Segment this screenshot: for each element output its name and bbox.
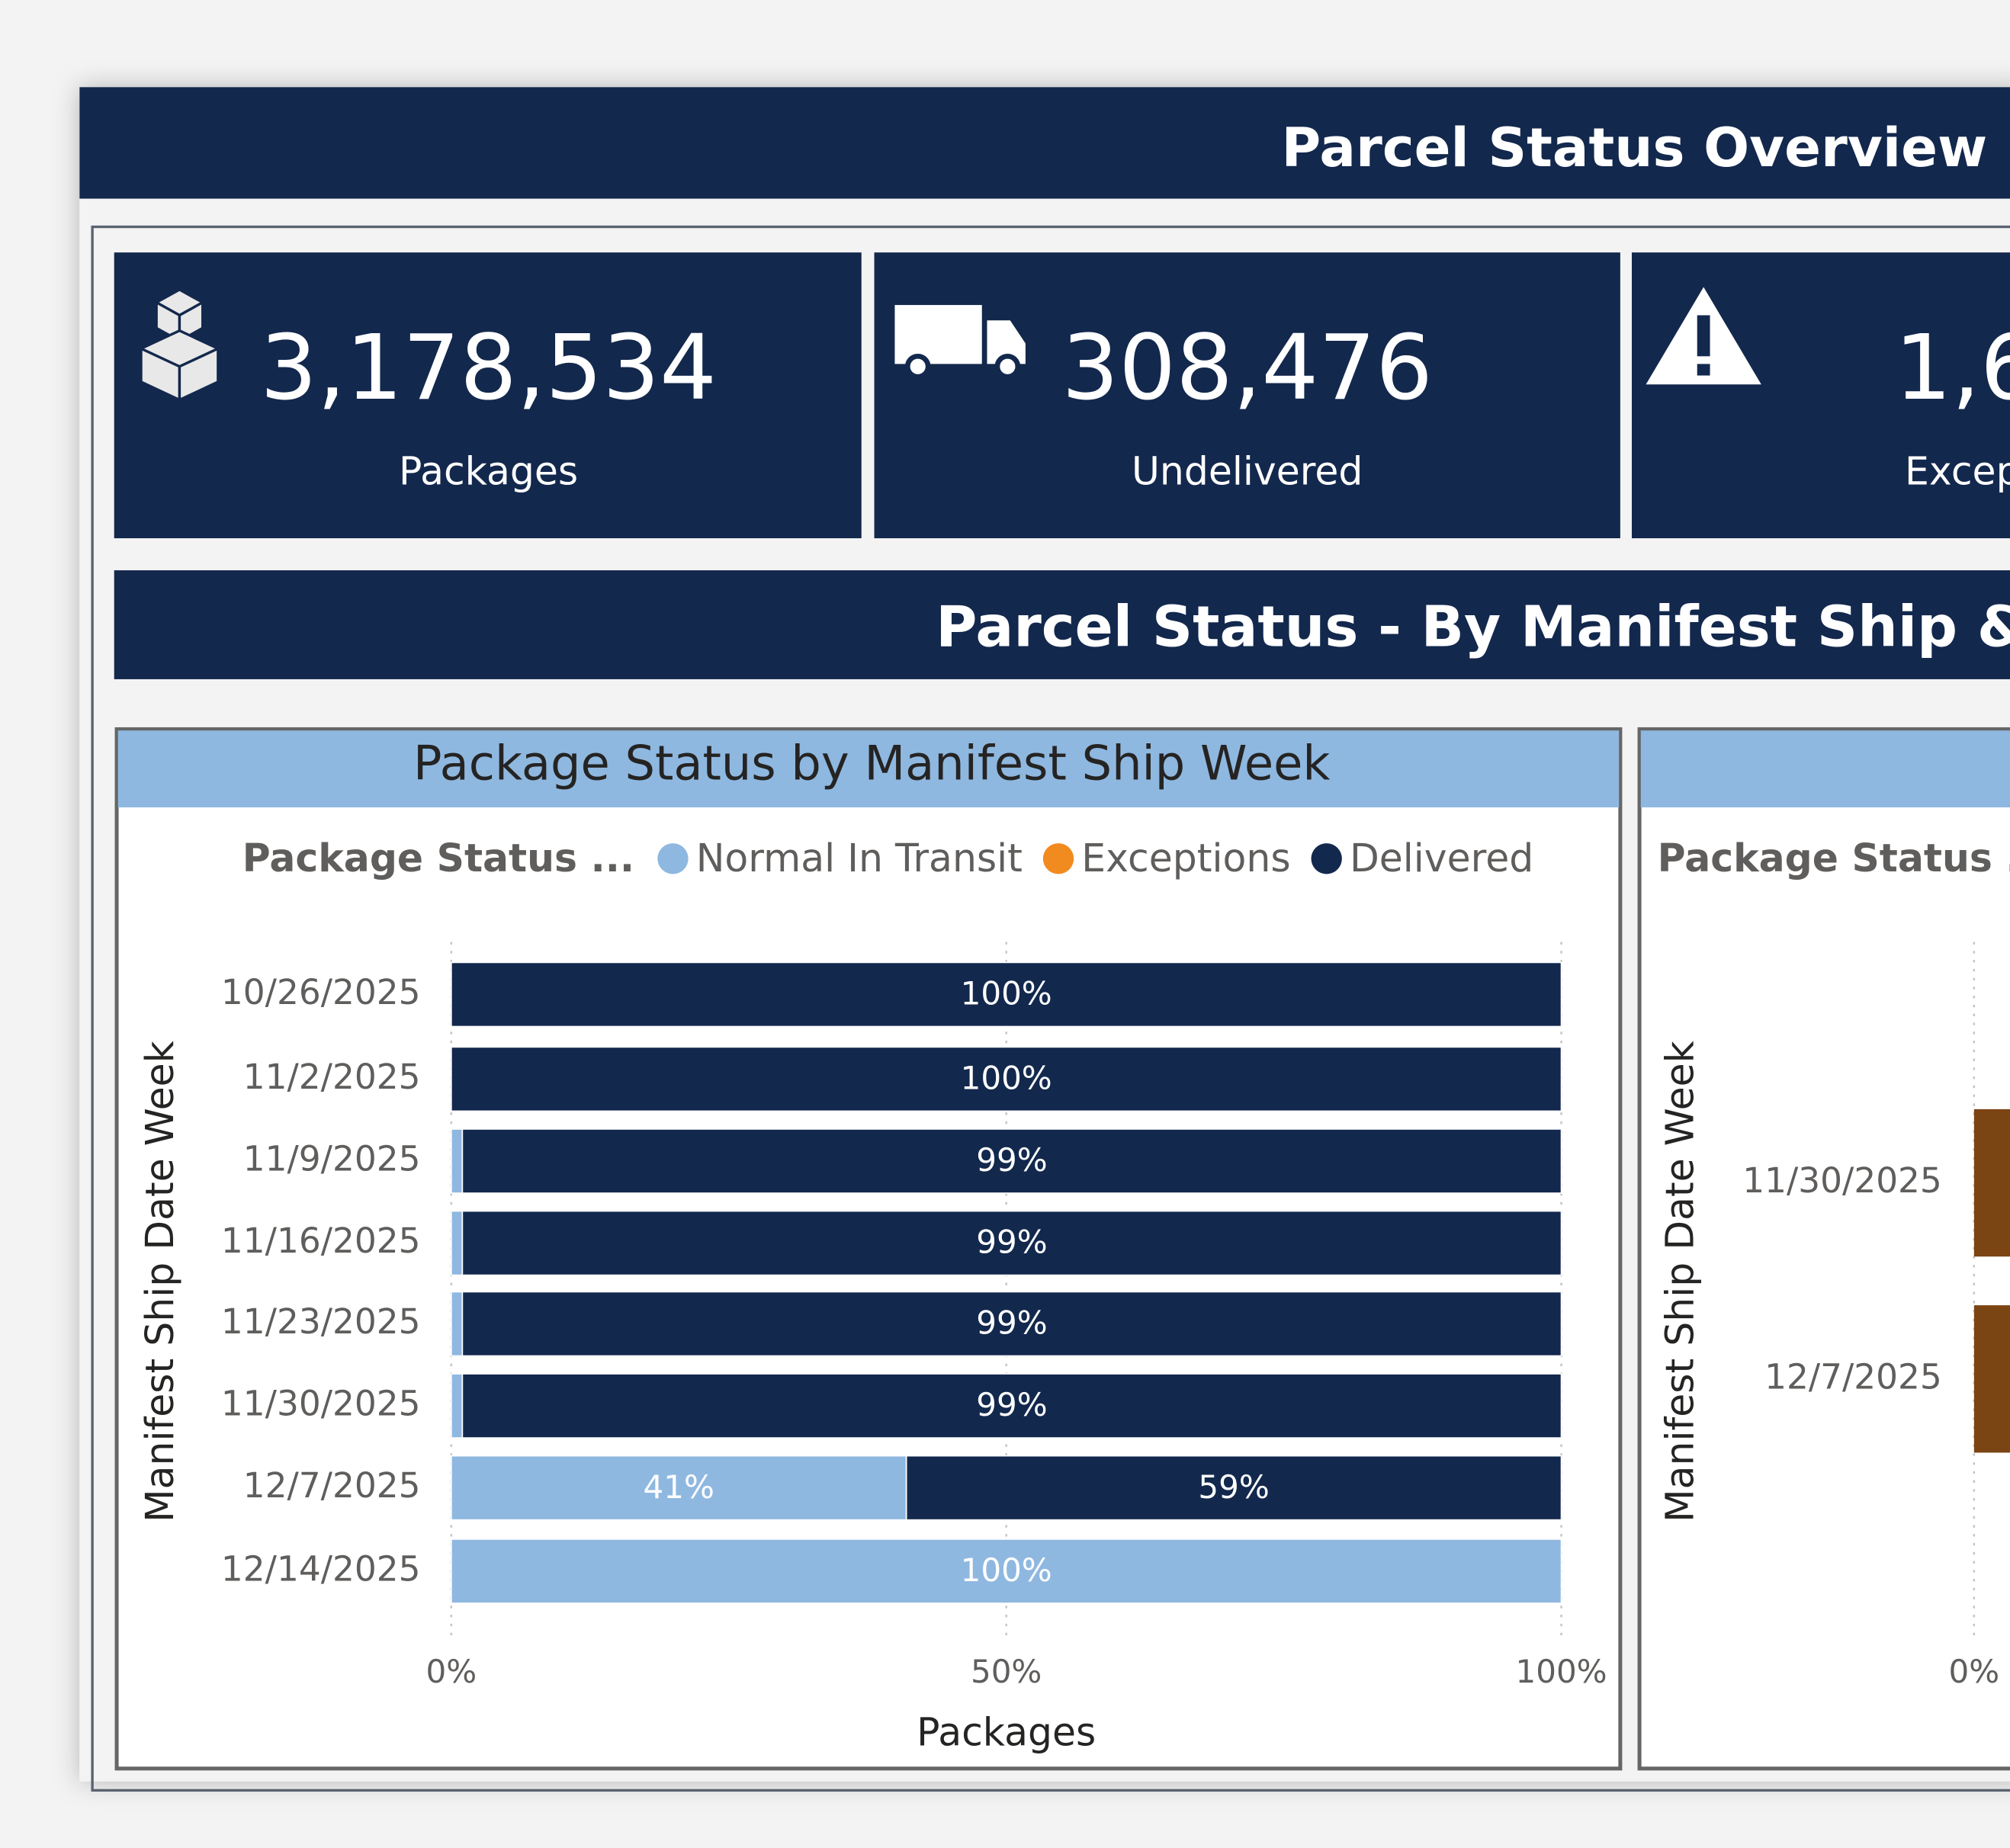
y-tick-label: 11/30/2025 — [1742, 1160, 1942, 1201]
warning-icon — [1646, 287, 1761, 385]
legend-marker — [657, 843, 689, 874]
frame — [91, 225, 2010, 1792]
y-tick-label: 10/26/2025 — [221, 972, 421, 1012]
chart-title-bar — [1640, 730, 2010, 808]
truck-icon — [894, 305, 1026, 380]
x-tick-label: 50% — [971, 1653, 1042, 1690]
x-tick-label: 100% — [1515, 1653, 1607, 1690]
section-bar — [114, 570, 2010, 679]
legend-title: Package Status ... — [242, 836, 634, 881]
box-icon — [138, 287, 221, 403]
bar-segment — [461, 1373, 1562, 1439]
bar-segment — [905, 1455, 1562, 1521]
bar-segment — [461, 1291, 1562, 1357]
legend-label: Delivered — [1350, 836, 1533, 881]
bar-segment — [450, 1373, 464, 1439]
bar-segment — [450, 961, 1562, 1028]
y-axis-label: Manifest Ship Date Week — [1658, 1040, 1703, 1522]
legend-marker — [1042, 843, 1074, 874]
bar-segment — [450, 1291, 464, 1357]
bar-segment — [461, 1210, 1562, 1276]
x-tick-label: 0% — [425, 1653, 477, 1690]
chart-title: Package Status by Manifest Ship Week — [413, 735, 1330, 791]
y-tick-label: 11/23/2025 — [221, 1301, 421, 1342]
section-title: Parcel Status - By Manifest Ship & Cor — [936, 595, 2010, 660]
kpi-label: Excep — [1905, 448, 2010, 493]
legend-label: Exceptions — [1081, 836, 1290, 881]
x-tick-label: 0% — [1949, 1653, 2000, 1690]
kpi-value: 3,178,534 — [260, 316, 717, 420]
data-label: 41% — [644, 1468, 714, 1506]
y-tick-label: 12/7/2025 — [243, 1465, 421, 1506]
header-bar — [79, 87, 2010, 199]
data-label: 100% — [961, 1060, 1052, 1097]
y-tick-label: 11/30/2025 — [221, 1384, 421, 1424]
y-tick-label: 12/14/2025 — [221, 1548, 421, 1589]
data-label: 100% — [961, 1551, 1052, 1589]
y-tick-label: 11/9/2025 — [243, 1138, 421, 1179]
data-label: 99% — [976, 1304, 1047, 1342]
data-label: 100% — [961, 975, 1052, 1012]
bar-segment — [450, 1210, 464, 1276]
data-label: 59% — [1198, 1468, 1269, 1506]
chart-panel — [1637, 727, 2010, 1771]
chart-title-bar — [117, 730, 1620, 808]
kpi-value: 1,6 — [1895, 316, 2010, 420]
bar-segment — [461, 1128, 1562, 1194]
bar — [1973, 1305, 2010, 1453]
legend-label: Normal In Transit — [696, 836, 1023, 881]
kpi-tile — [1632, 252, 2010, 539]
kpi-value: 308,476 — [1061, 316, 1433, 420]
kpi-label: Packages — [399, 448, 578, 493]
y-tick-label: 12/7/2025 — [1764, 1356, 1942, 1397]
data-label: 99% — [976, 1141, 1047, 1179]
y-tick-label: 11/2/2025 — [243, 1057, 421, 1097]
bar-segment — [450, 1538, 1562, 1604]
x-axis-label: Packages — [917, 1710, 1096, 1755]
data-label: 99% — [976, 1224, 1047, 1261]
header-title: Parcel Status Overview — [1282, 116, 1988, 179]
y-axis-label: Manifest Ship Date Week — [137, 1040, 182, 1522]
bar-segment — [450, 1046, 1562, 1112]
kpi-tile — [874, 252, 1620, 539]
bar-segment — [450, 1128, 464, 1194]
legend-marker — [1311, 843, 1342, 874]
data-label: 99% — [976, 1386, 1047, 1423]
kpi-label: Undelivered — [1132, 448, 1363, 493]
y-tick-label: 11/16/2025 — [221, 1221, 421, 1261]
kpi-tile — [114, 252, 862, 539]
bar-segment — [450, 1455, 907, 1521]
bar — [1973, 1108, 2010, 1257]
legend-title: Package Status ... — [1658, 836, 2010, 881]
